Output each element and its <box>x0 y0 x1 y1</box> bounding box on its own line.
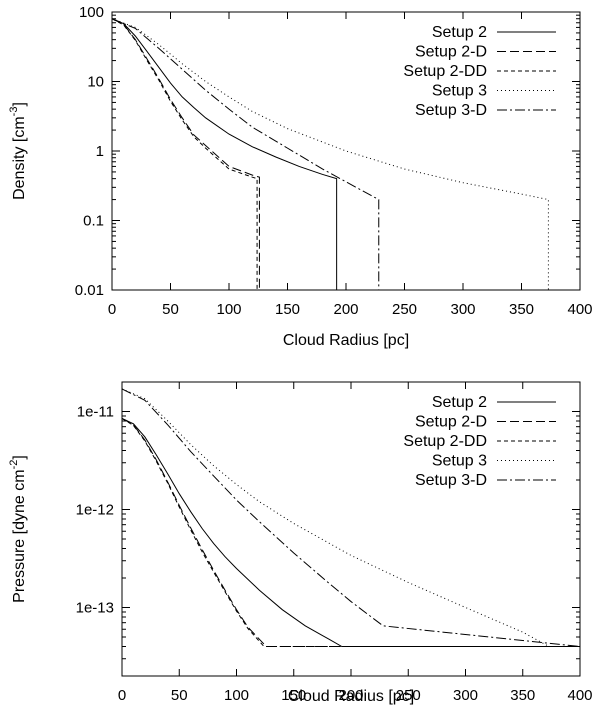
series-line-setup-3-d <box>112 18 380 290</box>
x-tick-label: 250 <box>392 301 417 318</box>
x-axis-label: Cloud Radius [pc] <box>288 688 414 705</box>
y-axis-label-text: Density [cm <box>11 116 28 200</box>
y-axis-label-exponent: -3 <box>8 107 20 117</box>
x-tick-label: 200 <box>338 687 363 704</box>
series-group <box>122 388 580 647</box>
legend-label: Setup 3-D <box>415 472 487 489</box>
x-tick-label: 50 <box>162 301 179 318</box>
x-tick-label: 400 <box>567 687 592 704</box>
legend-label: Setup 2 <box>432 394 487 411</box>
y-axis-label-exponent: -2 <box>8 460 20 470</box>
plot-frame <box>111 11 581 291</box>
legend-label: Setup 3 <box>432 453 487 470</box>
x-tick-label: 300 <box>453 687 478 704</box>
y-axis-label-close: ] <box>11 102 28 106</box>
y-tick-label: 10 <box>87 74 104 91</box>
series-line-setup-3-d <box>122 388 580 647</box>
series-line-setup-2-d <box>122 417 580 647</box>
x-tick-label: 0 <box>118 687 126 704</box>
legend-label: Setup 2-D <box>415 414 487 431</box>
legend-label: Setup 2-DD <box>403 63 487 80</box>
y-tick-label: 100 <box>79 4 104 21</box>
x-tick-label: 50 <box>171 687 188 704</box>
x-tick-label: 300 <box>450 301 475 318</box>
x-tick-label: 150 <box>275 301 300 318</box>
x-axis-label: Cloud Radius [pc] <box>283 332 409 349</box>
y-tick-label: 1e-12 <box>76 502 114 519</box>
legend-label: Setup 2-DD <box>403 433 487 450</box>
series-line-setup-3 <box>122 388 580 647</box>
y-tick-label: 0.1 <box>83 213 104 230</box>
x-tick-label: 200 <box>333 301 358 318</box>
x-tick-label: 0 <box>108 301 116 318</box>
legend-label: Setup 2-D <box>415 44 487 61</box>
series-line-setup-2 <box>122 417 580 647</box>
x-tick-label: 150 <box>281 687 306 704</box>
series-line-setup-3 <box>112 18 549 290</box>
series-line-setup-2-d <box>112 18 260 290</box>
plot-frame <box>121 381 581 677</box>
legend-label: Setup 2 <box>432 24 487 41</box>
x-tick-label: 350 <box>509 301 534 318</box>
x-tick-label: 400 <box>567 301 592 318</box>
legend-label: Setup 3-D <box>415 102 487 119</box>
x-tick-label: 350 <box>510 687 535 704</box>
y-axis-label: Pressure [dyne cm-2] <box>8 455 28 603</box>
x-tick-label: 100 <box>216 301 241 318</box>
density-panel: 0 50 100 150 200 250 300 350 400 0.01 0.1 1 10 100 Clo… <box>8 4 593 349</box>
y-axis-label-close: ] <box>11 455 28 459</box>
y-axis-label: Density [cm-3] <box>8 102 28 200</box>
y-tick-label: 0.01 <box>75 282 104 299</box>
y-tick-label: 1e-13 <box>76 600 114 617</box>
y-tick-label: 1e-11 <box>77 404 114 421</box>
series-group <box>112 18 549 290</box>
series-line-setup-2-dd <box>122 417 580 647</box>
pressure-panel: 0 50 100 150 200 250 300 350 400 1e-13 1e-12 1e-11 C… <box>8 381 593 705</box>
series-line-setup-2-dd <box>112 18 258 290</box>
series-line-setup-2 <box>112 18 338 290</box>
y-tick-label: 1 <box>96 143 104 160</box>
x-tick-label: 100 <box>224 687 249 704</box>
y-axis-label-text: Pressure [dyne cm <box>11 469 28 602</box>
x-tick-label: 250 <box>396 687 421 704</box>
legend-label: Setup 3 <box>432 83 487 100</box>
